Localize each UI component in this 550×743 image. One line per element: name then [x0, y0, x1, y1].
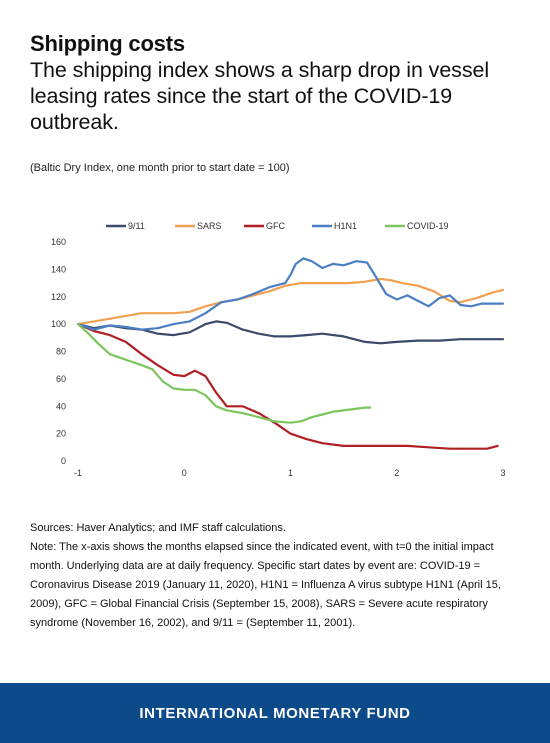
sources-text: Sources: Haver Analytics; and IMF staff … [30, 522, 286, 534]
x-tick-label: 2 [394, 468, 399, 478]
chart-legend: 9/11 SARS GFC H1N1 COVID-19 [106, 221, 449, 231]
y-tick-label: 0 [61, 456, 66, 466]
y-tick-label: 60 [56, 374, 66, 384]
series-line-covid-19 [76, 322, 372, 424]
y-tick-label: 100 [51, 319, 66, 329]
chart-axes: 0 20 40 60 80 100 120 140 160 -1 0 1 2 3 [51, 237, 506, 478]
series-line-gfc [76, 322, 499, 450]
x-tick-label: 3 [500, 468, 505, 478]
legend-label-gfc: GFC [266, 221, 285, 231]
footer-banner: INTERNATIONAL MONETARY FUND [0, 683, 550, 743]
chart-notes: Sources: Haver Analytics; and IMF staff … [30, 519, 520, 633]
y-tick-label: 120 [51, 292, 66, 302]
y-tick-label: 80 [56, 347, 66, 357]
footer-label: INTERNATIONAL MONETARY FUND [139, 704, 411, 722]
legend-label-h1n1: H1N1 [334, 221, 357, 231]
chart-series [76, 257, 505, 450]
x-tick-label: 0 [182, 468, 187, 478]
legend-label-sars: SARS [197, 221, 222, 231]
note-text: Note: The x-axis shows the months elapse… [30, 541, 501, 629]
line-chart: 9/11 SARS GFC H1N1 COVID-19 0204060801001201… [51, 221, 506, 478]
series-line-h1n1 [76, 257, 505, 331]
series-line-9-11 [76, 320, 505, 345]
legend-label-covid-19: COVID-19 [407, 221, 449, 231]
y-tick-label: 40 [56, 401, 66, 411]
y-tick-label: 20 [56, 429, 66, 439]
y-tick-label: 160 [51, 237, 66, 247]
chart-kicker: Shipping costs [30, 31, 185, 56]
x-tick-label: 1 [288, 468, 293, 478]
chart-subtitle: (Baltic Dry Index, one month prior to st… [30, 162, 290, 174]
legend-label-9-11: 9/11 [128, 221, 145, 231]
chart-headline: The shipping index shows a sharp drop in… [30, 58, 490, 134]
y-tick-label: 140 [51, 264, 66, 274]
x-tick-label: -1 [74, 468, 82, 478]
series-line-sars [76, 277, 505, 326]
